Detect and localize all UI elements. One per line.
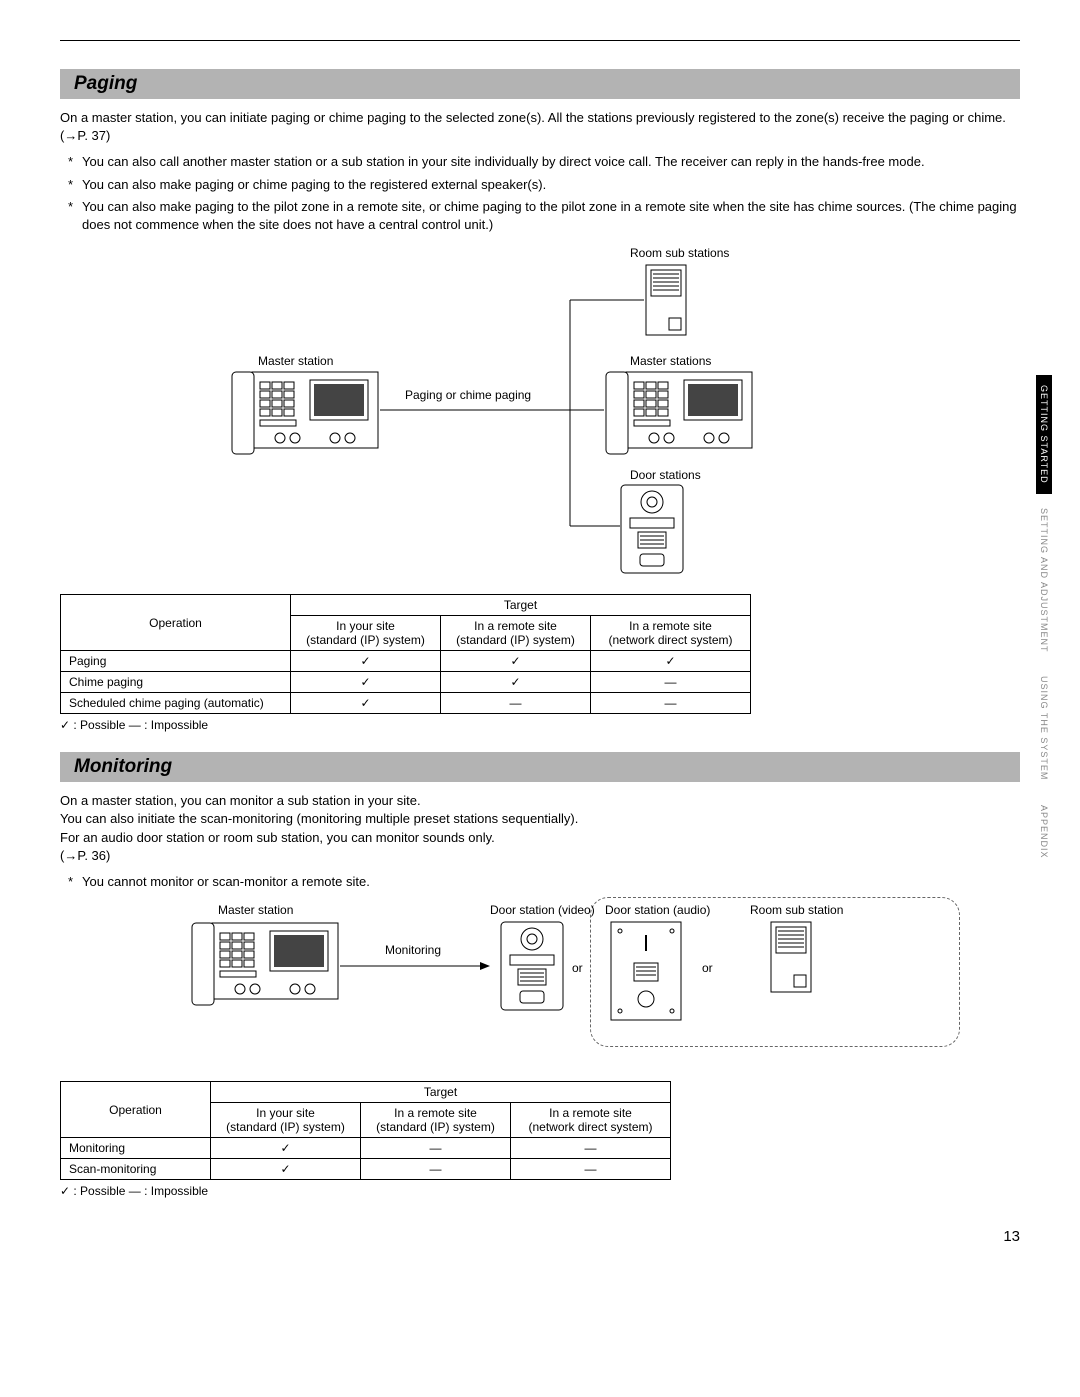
monitoring-header: Monitoring — [60, 752, 1020, 782]
paging-bullet: You can also make paging or chime paging… — [74, 176, 1020, 194]
arrow-icon — [340, 961, 490, 971]
label-master-right: Master stations — [630, 354, 711, 368]
paging-bullet: You can also make paging to the pilot zo… — [74, 198, 1020, 234]
paging-legend: ✓ : Possible ― : Impossible — [60, 718, 1020, 732]
label-room-sub: Room sub station — [750, 903, 843, 917]
table-row: Scan-monitoring ✓—— — [61, 1159, 671, 1180]
label-or1: or — [572, 961, 583, 975]
tab-using-system[interactable]: USING THE SYSTEM — [1036, 666, 1052, 790]
label-or2: or — [702, 961, 713, 975]
th-operation: Operation — [61, 595, 291, 651]
table-row: Chime paging ✓✓— — [61, 672, 751, 693]
th-target: Target — [211, 1082, 671, 1103]
paging-bullet: You can also call another master station… — [74, 153, 1020, 171]
label-door-video: Door station (video) — [490, 903, 595, 917]
side-tabs: GETTING STARTED SETTING AND ADJUSTMENT U… — [1036, 375, 1058, 872]
master-station-icon — [190, 921, 340, 1007]
paging-header: Paging — [60, 69, 1020, 99]
door-station-video-icon — [500, 921, 564, 1011]
door-station-audio-icon — [610, 921, 682, 1021]
th-target: Target — [291, 595, 751, 616]
label-door-audio: Door station (audio) — [605, 903, 710, 917]
monitoring-bullet: You cannot monitor or scan-monitor a rem… — [74, 873, 1020, 891]
monitoring-legend: ✓ : Possible ― : Impossible — [60, 1184, 1020, 1198]
tab-appendix[interactable]: APPENDIX — [1036, 795, 1052, 869]
label-monitoring: Monitoring — [385, 943, 441, 957]
th-col: In a remote site(network direct system) — [591, 616, 751, 651]
monitoring-diagram: Master station Monitoring Door stat — [160, 903, 1020, 1063]
tab-setting-adjustment[interactable]: SETTING AND ADJUSTMENT — [1036, 498, 1052, 663]
table-row: Paging ✓✓✓ — [61, 651, 751, 672]
th-col: In your site(standard (IP) system) — [291, 616, 441, 651]
paging-intro: On a master station, you can initiate pa… — [60, 109, 1020, 145]
monitoring-table: Operation Target In your site(standard (… — [60, 1081, 671, 1180]
table-row: Monitoring ✓—— — [61, 1138, 671, 1159]
page-number: 13 — [60, 1228, 1020, 1245]
paging-bullets: You can also call another master station… — [60, 153, 1020, 234]
monitoring-bullets: You cannot monitor or scan-monitor a rem… — [60, 873, 1020, 891]
th-col: In your site(standard (IP) system) — [211, 1103, 361, 1138]
master-station-icon — [604, 370, 754, 456]
top-rule — [60, 40, 1020, 41]
label-door: Door stations — [630, 468, 701, 482]
door-station-icon — [620, 484, 684, 574]
th-col: In a remote site(standard (IP) system) — [441, 616, 591, 651]
paging-table: Operation Target In your site(standard (… — [60, 594, 751, 714]
th-operation: Operation — [61, 1082, 211, 1138]
paging-diagram: Room sub stations Master station — [200, 246, 1020, 576]
monitoring-intro: On a master station, you can monitor a s… — [60, 792, 1020, 865]
th-col: In a remote site(standard (IP) system) — [361, 1103, 511, 1138]
room-sub-station-icon — [770, 921, 812, 993]
tab-getting-started[interactable]: GETTING STARTED — [1036, 375, 1052, 494]
th-col: In a remote site(network direct system) — [511, 1103, 671, 1138]
label-master: Master station — [218, 903, 293, 917]
table-row: Scheduled chime paging (automatic) ✓—— — [61, 693, 751, 714]
